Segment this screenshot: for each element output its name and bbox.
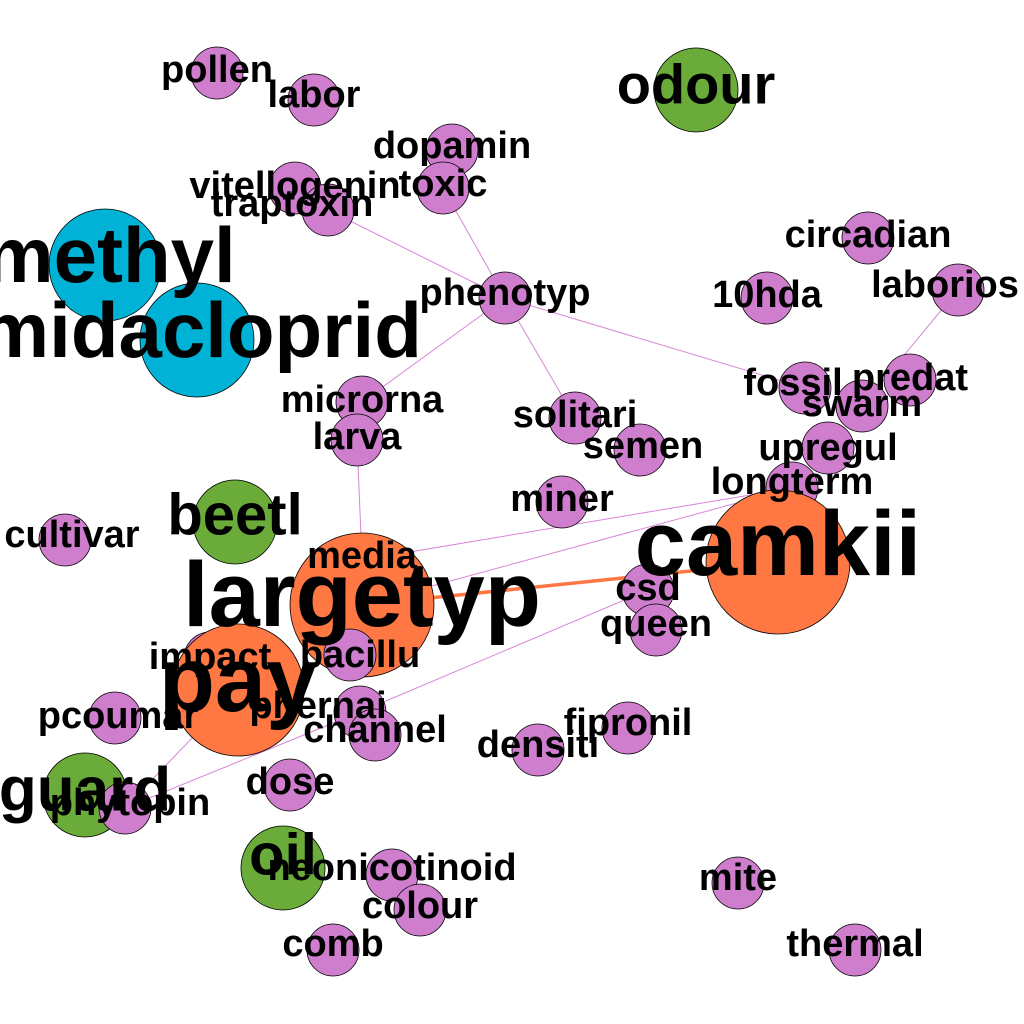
- node-label-microrna: microrna: [281, 379, 444, 421]
- node-label-10hda: 10hda: [712, 274, 823, 316]
- node-label-solitari: solitari: [513, 394, 638, 436]
- node-channel[interactable]: [348, 708, 402, 762]
- node-colour[interactable]: [393, 883, 447, 937]
- node-dose[interactable]: [263, 758, 317, 812]
- node-swarm[interactable]: [835, 379, 889, 433]
- node-label-media: media: [307, 535, 418, 577]
- node-labor[interactable]: [287, 73, 341, 127]
- node-label-methyl: methyl: [0, 211, 236, 299]
- node-label-swarm: swarm: [802, 383, 922, 425]
- node-label-pollen: pollen: [161, 49, 273, 91]
- node-label-comb: comb: [282, 923, 383, 965]
- node-label-pcoumar: pcoumar: [38, 695, 199, 737]
- node-label-fipronil: fipronil: [564, 702, 693, 744]
- node-label-upregul: upregul: [758, 427, 897, 469]
- node-queen[interactable]: [629, 603, 683, 657]
- node-oil[interactable]: [240, 825, 326, 911]
- node-label-mite: mite: [699, 857, 777, 899]
- node-label-imidacloprid: imidacloprid: [0, 286, 422, 374]
- node-label-fossil: fossil: [743, 362, 842, 404]
- node-label-impact: impact: [149, 636, 272, 678]
- node-label-semen: semen: [583, 425, 703, 467]
- node-label-csd: csd: [615, 567, 680, 609]
- node-camkii[interactable]: [705, 489, 851, 635]
- node-label-circadian: circadian: [785, 214, 952, 256]
- node-densiti[interactable]: [511, 723, 565, 777]
- edge-longterm-largetyp: [361, 487, 793, 606]
- node-label-larva: larva: [313, 416, 403, 458]
- node-label-oil: oil: [249, 823, 317, 888]
- node-imidacloprid[interactable]: [139, 282, 255, 398]
- node-label-odour: odour: [617, 53, 776, 116]
- node-circadian[interactable]: [841, 211, 895, 265]
- node-label-camkii: camkii: [635, 493, 921, 595]
- node-upregul[interactable]: [801, 421, 855, 475]
- node-label-phernai: phernai: [249, 685, 386, 727]
- node-label-thermal: thermal: [786, 923, 923, 965]
- node-label-bacillu: bacillu: [300, 634, 420, 676]
- node-label-miner: miner: [510, 478, 614, 520]
- node-pay[interactable]: [171, 623, 305, 757]
- node-label-densiti: densiti: [477, 724, 599, 766]
- node-label-pay: pay: [159, 629, 318, 731]
- node-larva[interactable]: [330, 413, 384, 467]
- node-pollen[interactable]: [190, 46, 244, 100]
- node-miner[interactable]: [535, 475, 589, 529]
- node-label-largetyp: largetyp: [183, 544, 541, 646]
- node-label-cultivar: cultivar: [4, 514, 139, 556]
- node-label-phytopin: phytopin: [50, 782, 210, 824]
- node-label-traptoxin: traptoxin: [211, 183, 374, 225]
- node-10hda[interactable]: [740, 271, 794, 325]
- node-cultivar[interactable]: [38, 513, 92, 567]
- node-label-phenotyp: phenotyp: [420, 272, 591, 314]
- node-label-predat: predat: [852, 357, 968, 399]
- node-comb[interactable]: [306, 923, 360, 977]
- node-phenotyp[interactable]: [478, 271, 532, 325]
- node-label-queen: queen: [600, 603, 712, 645]
- node-beetl[interactable]: [192, 479, 278, 565]
- node-neonicotinoid[interactable]: [365, 848, 419, 902]
- node-mite[interactable]: [711, 856, 765, 910]
- node-label-laborios: laborios: [871, 264, 1019, 306]
- edge-csd-phernai: [359, 589, 649, 713]
- node-label-guard: guard: [0, 756, 171, 825]
- node-traptoxin[interactable]: [301, 183, 355, 237]
- node-fossil[interactable]: [778, 361, 832, 415]
- edge-phernai-phytopin: [124, 711, 361, 809]
- node-label-toxic: toxic: [399, 163, 488, 205]
- node-label-dose: dose: [246, 761, 335, 803]
- node-semen[interactable]: [613, 423, 667, 477]
- node-label-longterm: longterm: [711, 461, 874, 503]
- node-fipronil[interactable]: [601, 701, 655, 755]
- node-pcoumar[interactable]: [88, 691, 142, 745]
- node-bacillu[interactable]: [323, 628, 377, 682]
- node-thermal[interactable]: [828, 923, 882, 977]
- node-label-colour: colour: [362, 885, 478, 927]
- node-predat[interactable]: [883, 353, 937, 407]
- node-label-neonicotinoid: neonicotinoid: [267, 847, 516, 889]
- edge-traptoxin-phenotyp: [327, 209, 506, 299]
- edge-longterm-media: [361, 487, 793, 561]
- node-label-beetl: beetl: [167, 483, 302, 548]
- node-solitari[interactable]: [548, 391, 602, 445]
- node-methyl[interactable]: [48, 208, 162, 322]
- node-laborios[interactable]: [931, 263, 985, 317]
- node-label-dopamin: dopamin: [373, 125, 531, 167]
- edge-phenotyp-fossil: [504, 297, 806, 389]
- node-label-channel: channel: [303, 709, 447, 751]
- node-odour[interactable]: [653, 47, 739, 133]
- node-label-vitellogenin: vitellogenin: [189, 165, 400, 207]
- edge-phenotyp-microrna: [361, 297, 506, 403]
- nodes-layer: [38, 46, 985, 977]
- node-toxic[interactable]: [416, 161, 470, 215]
- node-label-labor: labor: [268, 74, 361, 116]
- node-phytopin[interactable]: [98, 781, 152, 835]
